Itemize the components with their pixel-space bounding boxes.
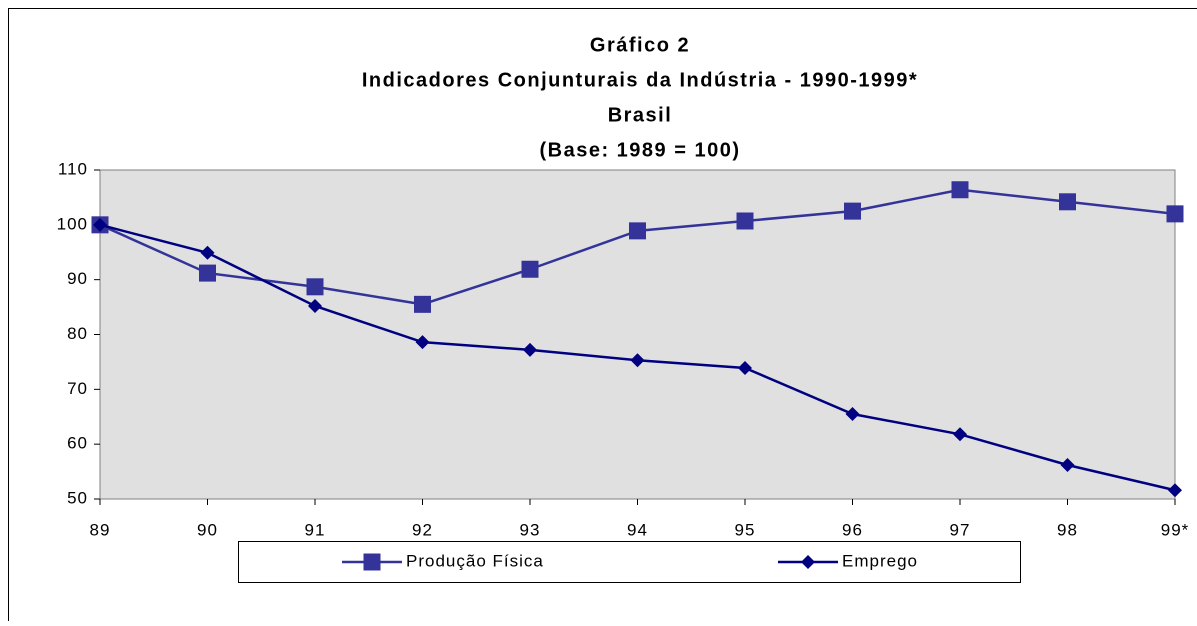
data-point — [737, 213, 753, 229]
y-tick-label: 100 — [57, 214, 88, 233]
data-point — [200, 265, 216, 281]
x-tick-label: 92 — [412, 520, 433, 539]
x-tick-label: 91 — [305, 520, 326, 539]
x-tick-label: 89 — [90, 520, 111, 539]
y-tick-label: 70 — [67, 379, 88, 398]
x-tick-label: 99* — [1161, 520, 1190, 539]
x-tick-label: 97 — [950, 520, 971, 539]
legend-label: Produção Física — [406, 551, 544, 570]
x-tick-label: 96 — [842, 520, 863, 539]
x-tick-label: 94 — [627, 520, 648, 539]
data-point — [522, 261, 538, 277]
chart-title: Indicadores Conjunturais da Indústria - … — [362, 69, 918, 91]
x-tick-label: 98 — [1057, 520, 1078, 539]
chart-title: (Base: 1989 = 100) — [539, 139, 740, 161]
legend-label: Emprego — [842, 551, 918, 570]
data-point — [630, 223, 646, 239]
data-point — [307, 279, 323, 295]
data-point — [415, 296, 431, 312]
data-point — [845, 203, 861, 219]
data-point — [1167, 206, 1183, 222]
data-point — [1060, 194, 1076, 210]
x-tick-label: 93 — [520, 520, 541, 539]
x-tick-label: 90 — [197, 520, 218, 539]
y-tick-label: 110 — [58, 159, 88, 178]
chart-title: Gráfico 2 — [590, 34, 690, 56]
chart-title: Brasil — [608, 104, 673, 126]
y-tick-label: 50 — [67, 488, 88, 507]
y-tick-label: 90 — [67, 269, 88, 288]
data-point — [952, 182, 968, 198]
x-tick-label: 95 — [735, 520, 756, 539]
y-tick-label: 60 — [67, 434, 88, 453]
y-tick-label: 80 — [67, 324, 88, 343]
legend-marker — [364, 554, 380, 570]
